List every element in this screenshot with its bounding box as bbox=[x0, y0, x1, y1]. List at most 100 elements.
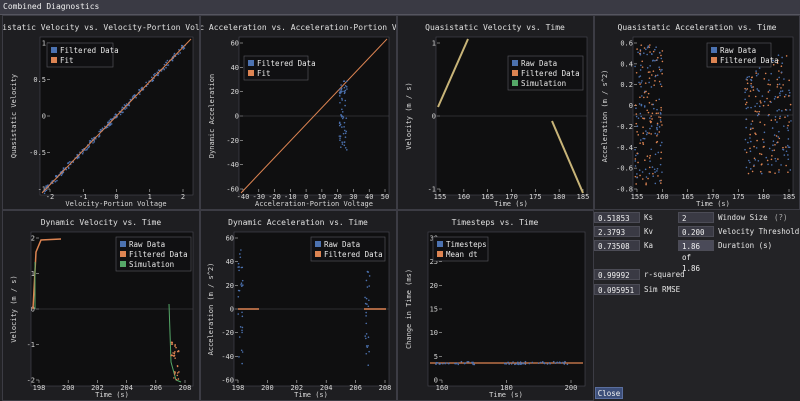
data-point bbox=[788, 146, 791, 149]
data-point bbox=[634, 165, 637, 167]
plot-dyn-accel-vs-time[interactable]: Dynamic Acceleration vs. Time 198 200 202 2… bbox=[200, 210, 397, 401]
data-point bbox=[238, 336, 241, 338]
data-point bbox=[241, 285, 243, 288]
data-point bbox=[76, 153, 79, 156]
data-point bbox=[758, 67, 761, 69]
data-point bbox=[659, 116, 662, 119]
data-point bbox=[756, 110, 758, 113]
data-point bbox=[343, 141, 346, 143]
data-point bbox=[650, 148, 653, 151]
y-tick-label: 0 bbox=[235, 113, 239, 121]
data-point bbox=[150, 76, 153, 79]
data-point bbox=[777, 158, 779, 160]
data-point bbox=[760, 101, 762, 104]
velocity-threshold-input[interactable]: 0.200 bbox=[678, 226, 714, 237]
data-point bbox=[240, 282, 243, 285]
x-tick-label: 180 bbox=[553, 193, 566, 201]
data-point bbox=[638, 76, 640, 78]
data-point bbox=[661, 50, 664, 52]
data-point bbox=[635, 107, 637, 110]
y-tick-label: 40 bbox=[231, 64, 239, 72]
data-point bbox=[788, 79, 790, 82]
data-point bbox=[98, 134, 101, 137]
data-point bbox=[635, 113, 638, 115]
data-point bbox=[776, 62, 779, 64]
data-point bbox=[165, 61, 167, 64]
ks-value: 0.51853 bbox=[594, 212, 640, 223]
data-point bbox=[756, 88, 759, 90]
duration-slider[interactable]: 1.86 of 1.86 bbox=[678, 240, 714, 273]
data-point bbox=[652, 175, 655, 178]
data-point bbox=[639, 53, 642, 56]
data-point bbox=[648, 81, 650, 84]
data-point bbox=[778, 130, 780, 133]
data-point bbox=[767, 104, 770, 107]
y-tick-label: 60 bbox=[231, 40, 239, 48]
data-point bbox=[778, 92, 781, 94]
data-point bbox=[656, 140, 659, 143]
data-point bbox=[785, 150, 788, 153]
plot-qs-accel-vs-time[interactable]: Quasistatic Acceleration vs. Time 155 160… bbox=[594, 15, 800, 210]
x-tick-label: 30 bbox=[349, 193, 357, 201]
data-point bbox=[62, 167, 65, 169]
data-point bbox=[776, 86, 779, 88]
data-point bbox=[176, 365, 179, 368]
data-point bbox=[765, 156, 768, 159]
plot-dyn-accel-vs-voltage[interactable]: Dynamic Acceleration vs. Acceleration-Po… bbox=[200, 15, 397, 210]
x-tick-label: 170 bbox=[505, 193, 518, 201]
plot-qs-velocity-vs-time[interactable]: Quasistatic Velocity vs. Time 155 160 165 1… bbox=[397, 15, 594, 210]
data-point bbox=[524, 360, 527, 363]
legend-swatch bbox=[315, 241, 321, 247]
data-point bbox=[635, 122, 638, 125]
data-point bbox=[240, 266, 243, 269]
plot-svg: Dynamic Acceleration vs. Acceleration-Po… bbox=[201, 23, 396, 208]
data-point bbox=[641, 178, 644, 180]
data-point bbox=[639, 50, 642, 52]
data-point bbox=[656, 59, 658, 61]
legend bbox=[507, 55, 584, 91]
close-button[interactable]: Close bbox=[595, 387, 623, 399]
data-point bbox=[650, 133, 652, 135]
data-point bbox=[640, 64, 642, 67]
window-titlebar[interactable]: Combined Diagnostics bbox=[0, 0, 800, 15]
legend-label: Filtered Data bbox=[324, 250, 383, 259]
data-point bbox=[651, 166, 654, 168]
plot-timesteps-vs-time[interactable]: Timesteps vs. Time 160180200302520151050… bbox=[397, 210, 594, 401]
data-point bbox=[650, 86, 653, 88]
data-point bbox=[341, 143, 344, 145]
data-point bbox=[636, 131, 638, 133]
x-tick-label: 50 bbox=[381, 193, 389, 201]
data-point bbox=[772, 144, 774, 147]
data-point bbox=[660, 85, 663, 88]
data-point bbox=[55, 175, 57, 178]
data-point bbox=[659, 70, 662, 72]
window-size-input[interactable]: 2 bbox=[678, 212, 714, 223]
x-tick-label: 40 bbox=[365, 193, 373, 201]
help-icon[interactable]: (?) bbox=[774, 213, 788, 222]
data-point bbox=[340, 84, 342, 86]
data-point bbox=[365, 322, 368, 325]
data-point bbox=[546, 363, 549, 365]
data-point bbox=[750, 82, 752, 85]
data-point bbox=[338, 135, 341, 137]
data-point bbox=[368, 285, 371, 287]
data-point bbox=[778, 83, 781, 85]
data-point bbox=[366, 303, 368, 305]
data-point bbox=[125, 103, 128, 105]
x-axis-label: Time (s) bbox=[294, 391, 328, 399]
data-point bbox=[654, 80, 656, 82]
data-point bbox=[345, 117, 348, 119]
ks-label: Ks bbox=[644, 213, 654, 222]
data-point bbox=[346, 88, 348, 90]
data-point bbox=[645, 48, 647, 51]
data-point bbox=[658, 116, 660, 118]
plot-qs-velocity-vs-voltage[interactable]: Quasistatic Velocity vs. Velocity-Portio… bbox=[2, 15, 200, 210]
data-point bbox=[647, 45, 650, 48]
data-point bbox=[56, 179, 58, 182]
data-point bbox=[761, 95, 764, 97]
plot-dyn-velocity-vs-time[interactable]: Dynamic Velocity vs. Time 198 200 202 204 20… bbox=[2, 210, 200, 401]
x-tick-label: 0 bbox=[114, 193, 118, 201]
data-point bbox=[121, 106, 124, 109]
data-point bbox=[67, 166, 70, 169]
data-point bbox=[748, 95, 750, 97]
